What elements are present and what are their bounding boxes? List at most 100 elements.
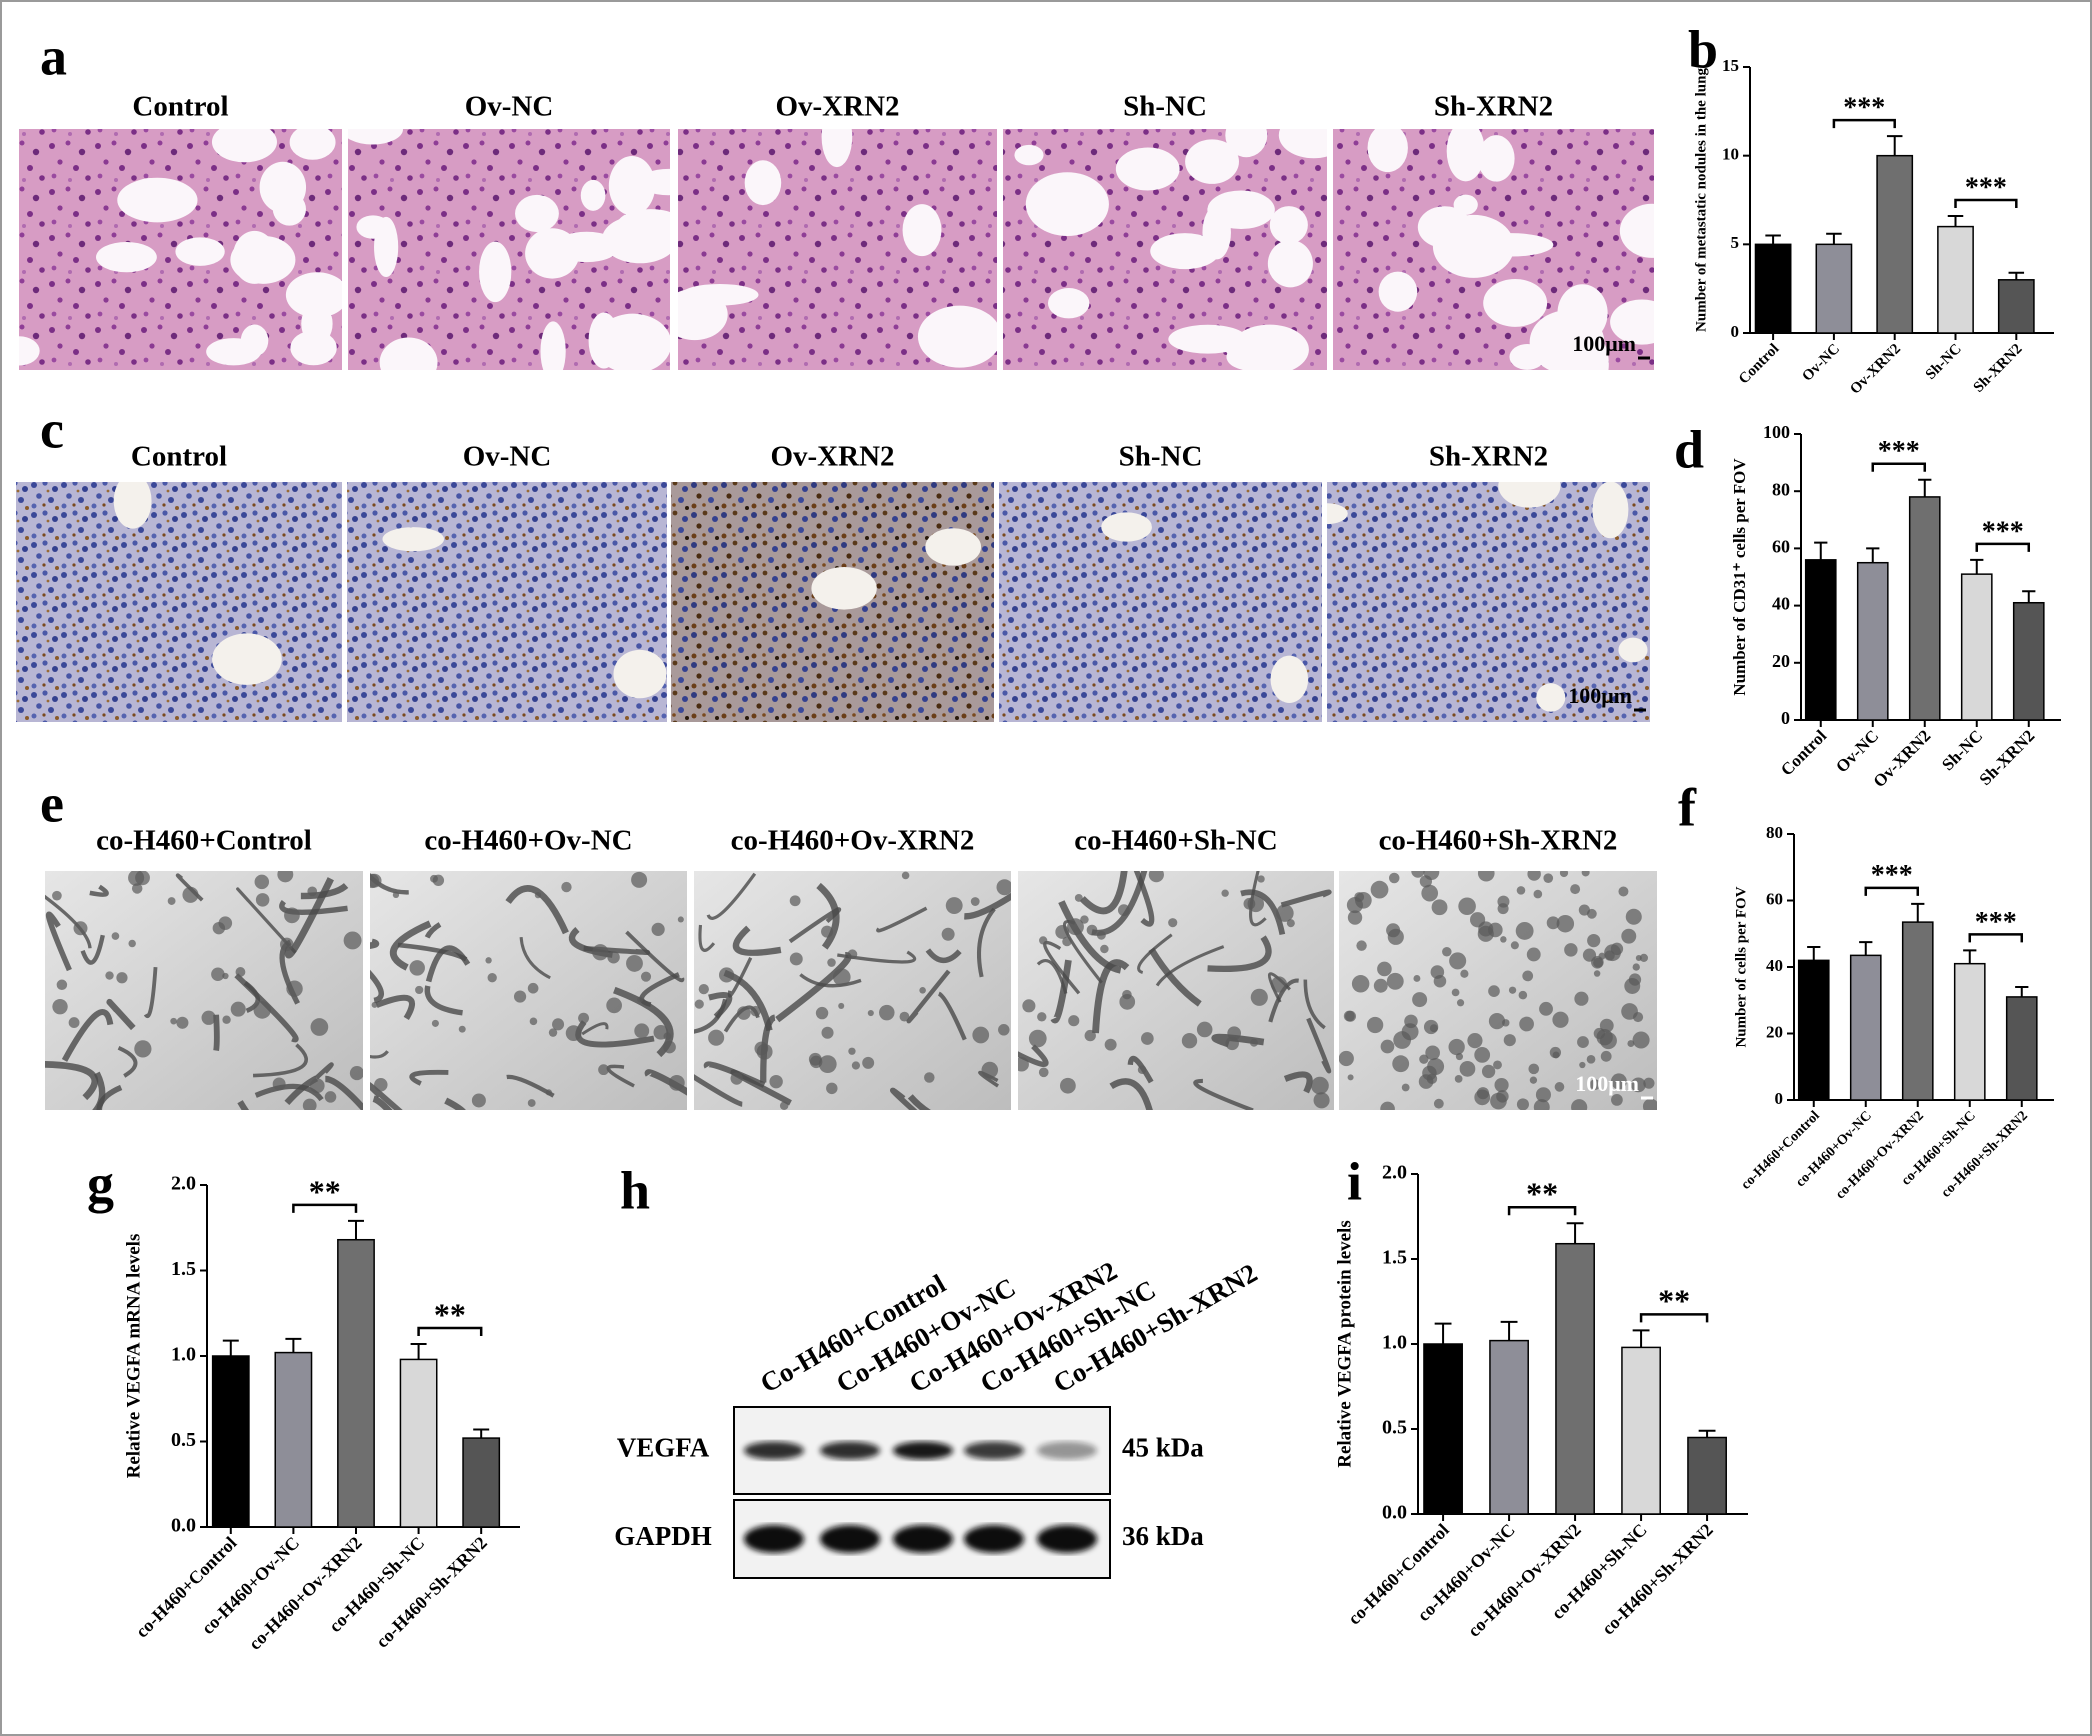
cell-cluster [1386,923,1401,938]
cell-cluster [651,922,665,936]
cell-cluster [302,1098,317,1110]
y-tick-label: 1.5 [171,1258,196,1280]
y-tick-label: 2.0 [171,1173,196,1195]
cell-cluster [1225,1036,1239,1051]
cell-cluster [1497,895,1510,908]
bar [337,1238,375,1528]
band [1037,1441,1097,1460]
cell-cluster [1469,912,1486,928]
cell-cluster [1552,1051,1560,1059]
x-tick-label: Ov-NC [1832,726,1882,776]
micrograph [1333,129,1654,370]
cell-cluster [1643,1077,1655,1089]
cell-cluster [1168,918,1178,928]
cell-cluster [1518,990,1528,1000]
cell-cluster [1632,963,1640,971]
panel-letter: a [40,26,67,86]
cell-cluster [1055,925,1070,939]
bar [1797,959,1830,1101]
cell-cluster [1460,969,1469,978]
alveolus [1267,239,1313,288]
cell-cluster [1454,1074,1463,1083]
cell-cluster [1366,1016,1384,1034]
band [744,1525,804,1553]
cell-cluster [370,873,382,888]
cell-cluster [1589,1079,1601,1090]
y-tick-label: 60 [1766,889,1783,908]
micrograph [1339,871,1657,1110]
alveolus [1225,129,1268,158]
cell-cluster [1313,1092,1330,1109]
significance-label: *** [1843,93,1885,124]
significance-bracket [1639,1313,1709,1323]
tube [117,1045,138,1078]
cell-cluster [415,985,424,995]
bar [1876,154,1914,334]
alveolus [95,241,157,273]
cell-cluster [1578,904,1590,916]
image-label: Control [131,441,227,473]
panel-letter: c [40,399,64,459]
alveolus [1185,139,1239,184]
cell-cluster [1096,930,1106,940]
cell-cluster [529,1017,538,1026]
micrograph [999,482,1322,722]
alveolus [1269,206,1308,244]
micrograph-content [671,482,994,722]
cell-cluster [1311,1076,1329,1095]
cell-cluster [756,1043,773,1060]
cell-cluster [637,996,644,1003]
cell-cluster [1630,1077,1646,1093]
bar [399,1358,438,1528]
lumen [811,567,877,610]
cell-cluster [1086,924,1098,936]
cell-cluster [851,1061,860,1070]
cell-cluster [1429,1024,1438,1033]
cell-cluster [1196,1021,1213,1038]
image-label: Sh-XRN2 [1429,441,1548,473]
cell-cluster [310,1018,329,1036]
cell-cluster [1639,953,1649,962]
error-bar [222,1339,239,1356]
cell-cluster [1074,893,1083,902]
alveolus [285,272,342,318]
cell-cluster [280,937,294,952]
cell-cluster [1411,871,1425,878]
cell-cluster [698,984,709,995]
cell-cluster [1431,899,1448,916]
significance-label: *** [1871,860,1913,891]
band [893,1441,953,1460]
lumen [613,649,667,699]
cell-cluster [309,1078,325,1094]
tube [799,973,862,988]
cell-cluster [68,1017,80,1029]
tube [639,972,680,1007]
significance-bracket [417,1326,483,1337]
cell-cluster [1039,936,1048,945]
y-tick-label: 0.0 [171,1515,196,1537]
tube [907,1094,931,1110]
cell-cluster [1018,1057,1029,1072]
cell-cluster [1510,941,1519,950]
cell-cluster [607,951,620,964]
y-tick-label: 40 [1772,594,1790,614]
cell-cluster [789,895,801,907]
significance-label: ** [309,1173,341,1209]
cell-cluster [1449,952,1467,970]
bar [1849,954,1882,1101]
cell-cluster [1528,1063,1540,1075]
tube [424,922,442,939]
cell-cluster [1270,976,1288,993]
cell-cluster [1502,1019,1510,1027]
image-label: Ov-NC [465,91,554,123]
tube [1079,871,1128,915]
cell-cluster [167,897,176,905]
cell-cluster [1028,1029,1047,1048]
bar [1953,962,1986,1101]
y-tick-label: 0 [1781,708,1790,728]
image-label: Ov-NC [463,441,552,473]
y-tick-label: 5 [1731,233,1740,252]
cell-cluster [131,883,143,894]
